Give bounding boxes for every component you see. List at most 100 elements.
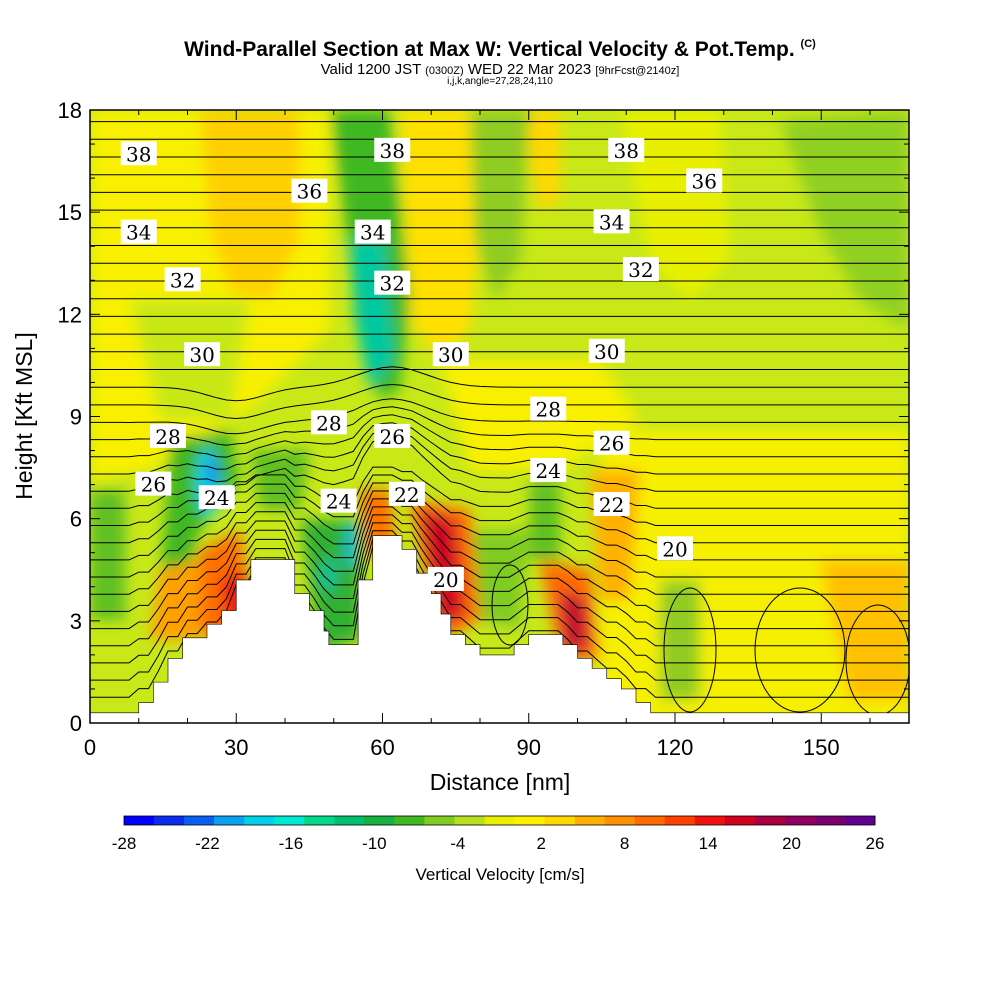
isentrope-label-box xyxy=(588,338,625,363)
isentrope-line xyxy=(90,530,909,664)
isentrope-label-text: 28 xyxy=(536,398,561,422)
valid-date: WED 22 Mar 2023 xyxy=(467,61,592,78)
field-region xyxy=(560,590,588,650)
isentrope-label: 32 xyxy=(622,257,659,282)
isentrope-label: 28 xyxy=(310,410,347,435)
isentrope-label: 32 xyxy=(164,267,201,292)
isentrope-label: 26 xyxy=(374,423,411,449)
colorbar-swatch xyxy=(694,816,726,825)
isentrope-label-text: 24 xyxy=(204,486,229,510)
field-region xyxy=(820,560,909,700)
colorbar-swatch xyxy=(664,816,696,825)
isentrope-label-text: 24 xyxy=(536,459,561,483)
isentrope-label: 36 xyxy=(686,168,723,194)
isentrope-label-text: 20 xyxy=(433,568,458,592)
colorbar-swatch xyxy=(454,816,485,825)
isentrope-label-text: 36 xyxy=(297,180,322,204)
field-region xyxy=(346,521,358,569)
isentrope-label-box xyxy=(374,270,411,295)
field-region xyxy=(90,490,125,620)
velocity-contour xyxy=(663,587,717,713)
isentrope-label-text: 38 xyxy=(614,139,639,163)
isentrope-label-text: 32 xyxy=(380,272,405,296)
x-tick-label: 150 xyxy=(803,735,840,760)
colorbar-swatch xyxy=(154,816,185,825)
chart-title: Wind-Parallel Section at Max W: Vertical… xyxy=(0,38,1000,62)
isentrope-label-text: 26 xyxy=(380,425,405,449)
colorbar-swatch xyxy=(484,816,516,825)
isentrope-label-box xyxy=(135,471,172,496)
colorbar-swatch xyxy=(364,816,395,825)
isentrope-label-text: 28 xyxy=(316,411,341,435)
isentrope-label-text: 22 xyxy=(394,483,419,507)
isentrope-label-box xyxy=(164,267,201,292)
isentrope-line xyxy=(90,383,909,420)
isentrope-label-box xyxy=(374,137,411,162)
valid-prefix: Valid 1200 JST xyxy=(320,61,421,78)
colorbar-swatch xyxy=(214,816,245,825)
isentrope-label: 26 xyxy=(593,430,630,456)
colorbar-swatch xyxy=(544,816,576,825)
chart-subtitle: Valid 1200 JST (0300Z) WED 22 Mar 2023 [… xyxy=(0,61,1000,78)
isentrope-label-text: 30 xyxy=(438,343,463,367)
isentrope-label-box xyxy=(686,168,723,193)
y-axis-title: Height [Kft MSL] xyxy=(11,332,37,499)
isentrope-label: 34 xyxy=(354,219,391,245)
x-tick-label: 90 xyxy=(517,735,541,760)
field-region xyxy=(250,450,310,510)
isentrope-line xyxy=(90,366,909,402)
isentrope-label-box xyxy=(198,485,235,510)
isentrope-label-text: 30 xyxy=(594,340,619,364)
isentrope-line xyxy=(90,522,909,647)
isentrope-label: 24 xyxy=(320,488,357,514)
colorbar-swatch xyxy=(844,816,876,825)
isentrope-label-box xyxy=(593,430,630,455)
y-tick-label: 15 xyxy=(58,200,82,225)
isentrope-label-text: 26 xyxy=(599,432,624,456)
field-region xyxy=(207,456,217,488)
field-region xyxy=(530,480,560,560)
isentrope-label: 20 xyxy=(657,536,693,561)
isentrope-label-box xyxy=(432,342,469,367)
isentrope-label: 32 xyxy=(374,270,411,296)
isentrope-line xyxy=(90,414,909,458)
isentrope-label-box xyxy=(530,457,567,482)
colorbar-swatch xyxy=(244,816,275,825)
isentrope-label-box xyxy=(593,209,630,234)
isentrope-label-text: 34 xyxy=(599,210,624,234)
isentrope-label-box xyxy=(184,342,221,367)
isentrope-label: 34 xyxy=(593,209,630,234)
colorbar-tick-label: -22 xyxy=(195,834,220,853)
isentrope-label-box xyxy=(388,481,425,506)
chart-params: i,j,k,angle=27,28,24,110 xyxy=(447,76,553,87)
isentrope-line xyxy=(90,422,909,475)
isentrope-label-box xyxy=(427,566,464,591)
field-blobs xyxy=(90,110,909,720)
isentrope-label: 20 xyxy=(427,566,464,592)
field-region xyxy=(660,580,700,700)
isentrope-label: 36 xyxy=(291,178,328,204)
colorbar-swatch xyxy=(634,816,666,825)
velocity-contour xyxy=(754,587,846,713)
isentrope-label-box xyxy=(354,219,391,244)
colorbar-tick-label: -16 xyxy=(279,834,304,853)
colorbar-frame xyxy=(123,815,876,826)
y-tick-label: 12 xyxy=(58,302,82,327)
valid-utc: (0300Z) xyxy=(425,65,464,77)
colorbar-swatch xyxy=(574,816,606,825)
isentrope-label-text: 22 xyxy=(599,493,624,517)
field-region xyxy=(160,430,240,600)
isentrope-label-box xyxy=(530,396,567,421)
isentrope-line xyxy=(90,490,909,578)
isentrope-line xyxy=(90,498,909,595)
colorbar-swatch xyxy=(514,816,546,825)
colorbar-swatch xyxy=(394,816,425,825)
isentrope-label-box xyxy=(374,423,411,448)
colorbar-swatch xyxy=(124,816,155,825)
colorbar-swatch xyxy=(184,816,215,825)
colorbar-tick-label: 14 xyxy=(699,834,718,853)
isentrope-label-text: 20 xyxy=(662,537,687,561)
isentrope-line xyxy=(90,482,909,561)
isentrope-label: 30 xyxy=(432,342,469,367)
